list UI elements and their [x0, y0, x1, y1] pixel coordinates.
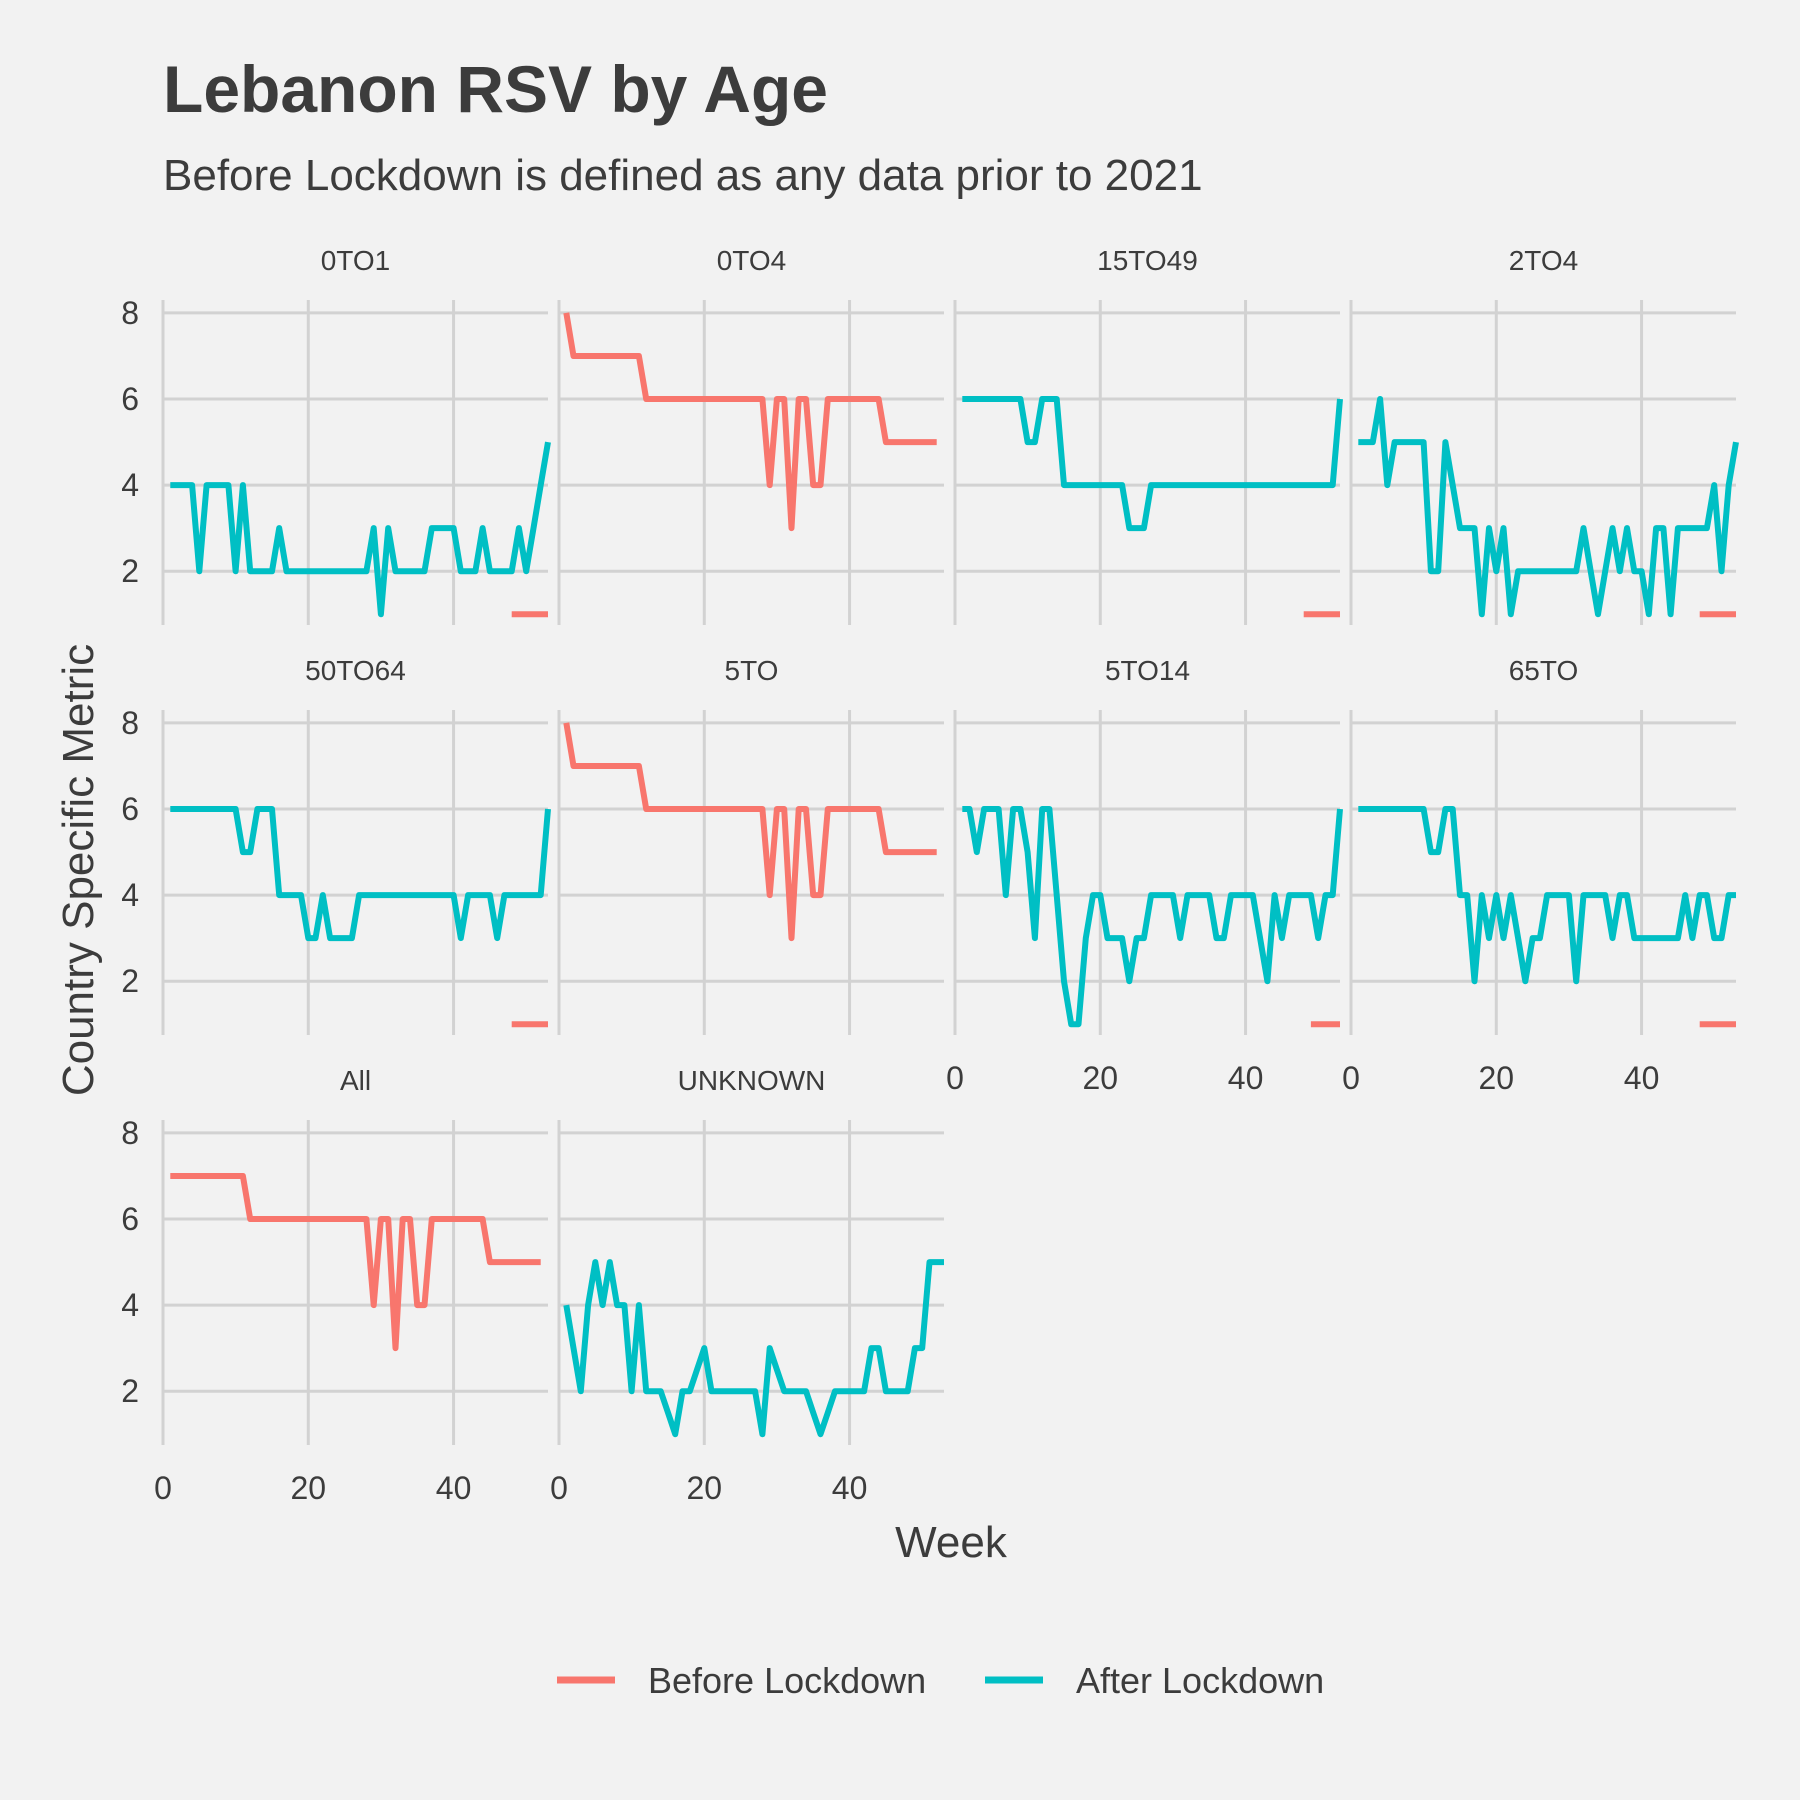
facet-label: 15TO49 — [1097, 245, 1198, 276]
x-tick-label: 20 — [1082, 1060, 1118, 1096]
x-tick-label: 20 — [290, 1470, 326, 1506]
y-tick-label: 4 — [121, 467, 139, 503]
y-tick-label: 8 — [121, 295, 139, 331]
facet-label: 50TO64 — [305, 655, 406, 686]
series-line-before-lockdown — [563, 722, 937, 942]
y-tick-label: 6 — [121, 1201, 139, 1237]
panel-5to14: 5TO14 0 20 40 — [946, 655, 1343, 1096]
panel-5to: 5TO — [557, 655, 944, 1035]
series-line-before-lockdown — [170, 1173, 541, 1352]
x-tick-label: 0 — [946, 1060, 964, 1096]
panel-15to49: 15TO49 — [953, 245, 1343, 625]
facet-label: 2TO4 — [1509, 245, 1579, 276]
series-line-after-lockdown — [962, 806, 1343, 1028]
x-tick-label: 0 — [1342, 1060, 1360, 1096]
y-tick-label: 2 — [121, 1373, 139, 1409]
panel-2to4: 2TO4 — [1349, 245, 1739, 625]
series-line-after-lockdown — [1358, 396, 1739, 618]
facet-label: 0TO1 — [321, 245, 391, 276]
y-tick-label: 4 — [121, 877, 139, 913]
x-tick-label: 40 — [1228, 1060, 1264, 1096]
series-line-after-lockdown — [563, 1259, 944, 1438]
facet-panels: 0TO1 2 4 6 8 0TO4 15TO49 2TO4 50TO64 2 4 6 8 5TO 5TO14… — [121, 245, 1739, 1506]
legend-item-after-lockdown: After Lockdown — [985, 1660, 1324, 1701]
y-tick-label: 2 — [121, 963, 139, 999]
facet-label: 65TO — [1509, 655, 1579, 686]
y-tick-label: 6 — [121, 381, 139, 417]
facet-label: All — [340, 1065, 371, 1096]
panel-0to4: 0TO4 — [557, 245, 944, 625]
panel-all: All 2 4 6 8 0 20 40 — [121, 1065, 548, 1506]
panel-65to: 65TO 0 20 40 — [1342, 655, 1736, 1096]
y-tick-label: 8 — [121, 1115, 139, 1151]
facet-label: 0TO4 — [717, 245, 787, 276]
x-tick-label: 40 — [1624, 1060, 1660, 1096]
panel-50to64: 50TO64 2 4 6 8 — [121, 655, 551, 1035]
chart-subtitle: Before Lockdown is defined as any data p… — [163, 151, 1203, 200]
series-line-after-lockdown — [170, 806, 551, 942]
y-tick-label: 6 — [121, 791, 139, 827]
chart-title: Lebanon RSV by Age — [163, 52, 828, 126]
legend-label: After Lockdown — [1076, 1660, 1324, 1701]
series-line-after-lockdown — [1358, 806, 1736, 985]
legend-item-before-lockdown: Before Lockdown — [557, 1660, 926, 1701]
legend: Before Lockdown After Lockdown — [557, 1660, 1324, 1701]
x-tick-label: 0 — [550, 1470, 568, 1506]
x-tick-label: 20 — [1478, 1060, 1514, 1096]
y-tick-label: 2 — [121, 553, 139, 589]
facet-label: 5TO14 — [1105, 655, 1190, 686]
facet-label: UNKNOWN — [678, 1065, 826, 1096]
facet-label: 5TO — [725, 655, 779, 686]
x-axis-title: Week — [895, 1518, 1008, 1567]
panel-unknown: UNKNOWN 0 20 40 — [550, 1065, 944, 1506]
x-tick-label: 40 — [832, 1470, 868, 1506]
y-tick-label: 8 — [121, 705, 139, 741]
panel-0to1: 0TO1 2 4 6 8 — [121, 245, 551, 625]
series-line-after-lockdown — [962, 396, 1343, 532]
x-tick-label: 0 — [154, 1470, 172, 1506]
x-tick-label: 40 — [436, 1470, 472, 1506]
legend-label: Before Lockdown — [648, 1660, 926, 1701]
y-tick-label: 4 — [121, 1287, 139, 1323]
x-tick-label: 20 — [686, 1470, 722, 1506]
y-axis-title: Country Specific Metric — [54, 644, 103, 1096]
series-line-before-lockdown — [563, 312, 937, 532]
series-line-after-lockdown — [170, 441, 551, 618]
